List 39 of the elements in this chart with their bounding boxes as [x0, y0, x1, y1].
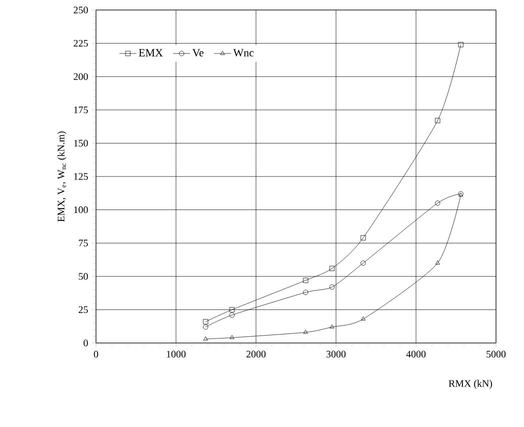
y-tick-label: 0 — [84, 340, 88, 346]
x-tick-label: 5000 — [486, 350, 506, 358]
point — [303, 290, 308, 295]
y-tick-label: 75 — [78, 240, 88, 246]
point — [435, 118, 440, 124]
point — [329, 266, 335, 271]
y-tick-label: 225 — [74, 40, 88, 47]
x-tick-label: 3000 — [326, 350, 346, 358]
legend-label: Wnc — [233, 49, 254, 56]
point — [303, 330, 308, 334]
x-tick-label: 2000 — [246, 350, 266, 358]
y-tick-label: 50 — [78, 273, 88, 280]
point — [458, 42, 464, 48]
y-tick-label: 175 — [74, 106, 88, 114]
y-tick-label: 200 — [74, 73, 88, 80]
y-tick-label: 25 — [78, 306, 88, 314]
legend-label: EMX — [138, 49, 163, 56]
x-tick-label: 1000 — [166, 350, 186, 358]
point — [329, 284, 335, 290]
point — [230, 335, 234, 340]
point — [360, 260, 366, 266]
x-axis-title: RMX (kN) — [448, 380, 492, 389]
point — [229, 307, 235, 312]
x-tick-label: 0 — [94, 350, 98, 358]
y-tick-label: 125 — [74, 173, 88, 180]
point — [360, 316, 366, 320]
point — [360, 235, 366, 240]
x-tick-label: 4000 — [406, 350, 426, 358]
point — [303, 278, 308, 283]
point — [203, 319, 208, 324]
point — [435, 260, 440, 264]
y-tick-label: 150 — [74, 140, 88, 147]
point — [229, 312, 235, 318]
y-tick-label: 100 — [74, 206, 88, 214]
y-tick-label: 250 — [74, 6, 88, 14]
point — [435, 200, 440, 206]
y-axis-title: EMX, V$_{e}$, W$_{nc}$ (kN.m) — [57, 131, 66, 222]
legend-label: Ve — [192, 49, 204, 56]
point — [330, 324, 334, 328]
